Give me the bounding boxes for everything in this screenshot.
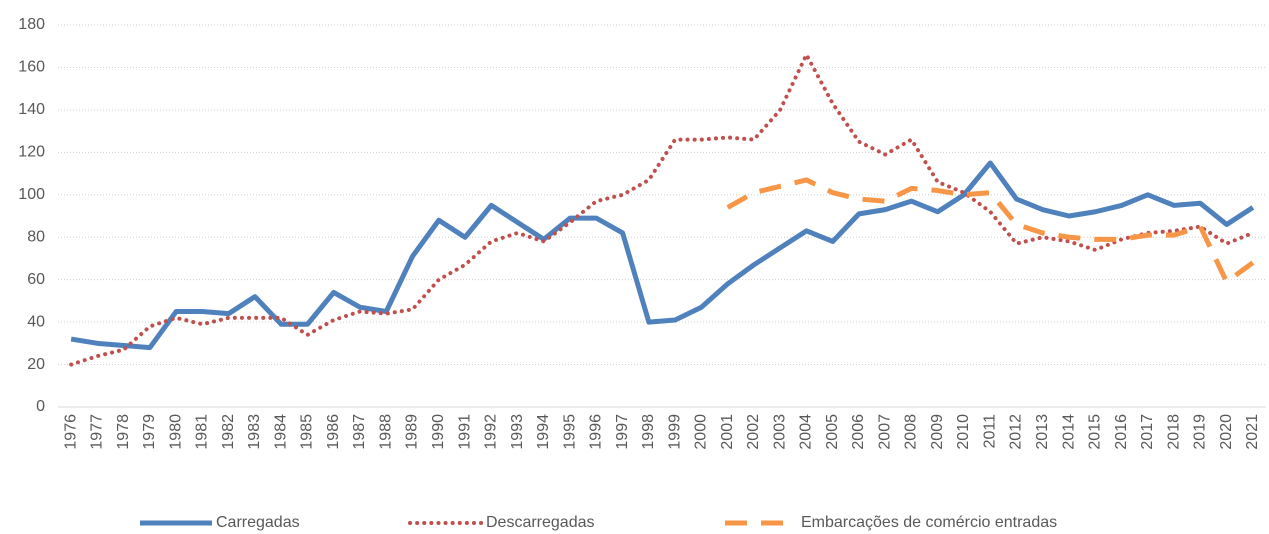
y-tick-label: 140 — [18, 101, 45, 118]
x-tick-label: 1988 — [377, 414, 394, 450]
x-tick-label: 1984 — [272, 414, 289, 450]
x-tick-label: 1987 — [351, 414, 368, 450]
x-tick-label: 1982 — [220, 414, 237, 450]
y-tick-label: 80 — [27, 228, 45, 245]
y-tick-label: 180 — [18, 16, 45, 33]
y-tick-label: 60 — [27, 271, 45, 288]
y-tick-label: 20 — [27, 356, 45, 373]
x-tick-label: 2018 — [1165, 414, 1182, 450]
legend-label: Embarcações de comércio entradas — [801, 514, 1057, 531]
x-tick-label: 1993 — [509, 414, 526, 450]
x-tick-label: 2014 — [1060, 414, 1077, 450]
x-tick-label: 2020 — [1218, 414, 1235, 450]
x-tick-label: 2016 — [1113, 414, 1130, 450]
x-tick-label: 1989 — [404, 414, 421, 450]
x-tick-label: 2010 — [955, 414, 972, 450]
x-tick-label: 1995 — [561, 414, 578, 450]
x-tick-label: 2006 — [850, 414, 867, 450]
y-tick-label: 100 — [18, 186, 45, 203]
x-tick-label: 2015 — [1087, 414, 1104, 450]
x-tick-label: 2017 — [1139, 414, 1156, 450]
y-tick-label: 40 — [27, 313, 45, 330]
x-tick-label: 1997 — [614, 414, 631, 450]
series-line — [70, 160, 1255, 351]
x-tick-label: 2001 — [719, 414, 736, 450]
x-tick-label: 1994 — [535, 414, 552, 450]
x-tick-label: 2000 — [693, 414, 710, 450]
x-tick-label: 2004 — [798, 414, 815, 450]
x-tick-label: 1992 — [483, 414, 500, 450]
x-tick-label: 1999 — [666, 414, 683, 450]
legend-label: Descarregadas — [486, 514, 595, 531]
x-tick-label: 2021 — [1244, 414, 1261, 450]
x-tick-label: 2008 — [903, 414, 920, 450]
x-tick-label: 1996 — [588, 414, 605, 450]
x-tick-label: 1981 — [194, 414, 211, 450]
x-tick-label: 1985 — [299, 414, 316, 450]
x-tick-label: 1980 — [167, 414, 184, 450]
x-tick-label: 1976 — [62, 414, 79, 450]
x-tick-label: 2007 — [876, 414, 893, 450]
x-tick-label: 1990 — [430, 414, 447, 450]
y-tick-label: 160 — [18, 59, 45, 76]
x-tick-label: 2002 — [745, 414, 762, 450]
series-line — [69, 52, 1255, 367]
y-tick-label: 120 — [18, 144, 45, 161]
x-tick-label: 2012 — [1008, 414, 1025, 450]
x-tick-label: 2013 — [1034, 414, 1051, 450]
x-tick-label: 2011 — [981, 414, 998, 449]
x-tick-label: 1983 — [246, 414, 263, 450]
x-tick-label: 2019 — [1192, 414, 1209, 450]
x-tick-label: 1978 — [115, 414, 132, 450]
x-tick-label: 1986 — [325, 414, 342, 450]
x-tick-label: 2005 — [824, 414, 841, 450]
x-tick-label: 2003 — [771, 414, 788, 450]
legend-label: Carregadas — [216, 514, 300, 531]
x-tick-label: 1998 — [640, 414, 657, 450]
y-tick-label: 0 — [36, 398, 45, 415]
x-tick-label: 1979 — [141, 414, 158, 450]
x-tick-label: 2009 — [929, 414, 946, 450]
series-line — [726, 177, 1255, 285]
x-tick-label: 1991 — [456, 414, 473, 450]
x-tick-label: 1977 — [89, 414, 106, 450]
